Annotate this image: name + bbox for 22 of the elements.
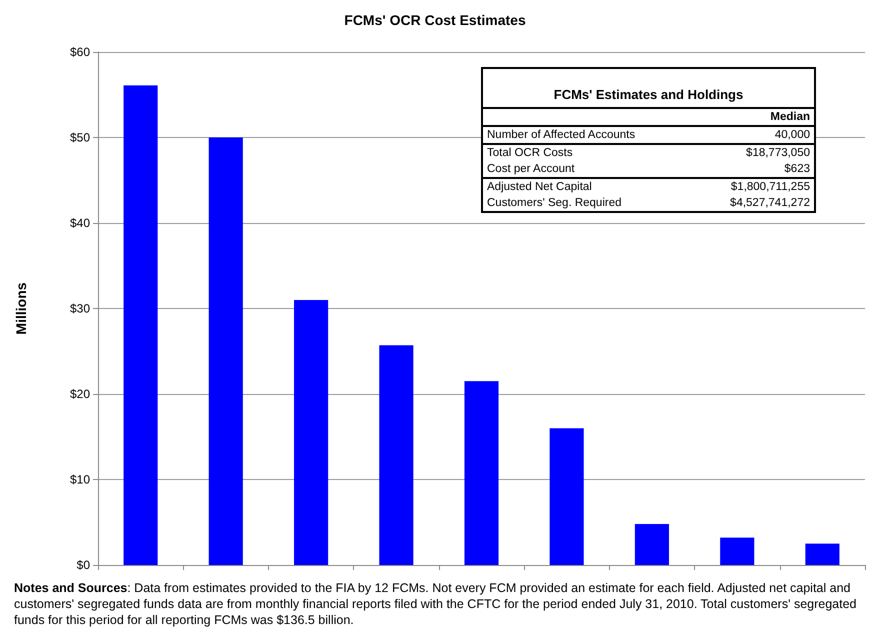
text: FCMs' Estimates and Holdings — [483, 69, 814, 108]
y-axis-title: Millions — [13, 282, 29, 335]
annotation: $4,527,741,272 — [729, 196, 811, 211]
y-tick-label: $40 — [70, 216, 90, 230]
y-tick-label: $0 — [76, 558, 90, 572]
annotation: $1,800,711,255 — [730, 180, 811, 195]
annotation: Total OCR Costs — [486, 146, 574, 161]
annotation: Median — [770, 111, 810, 123]
text: Notes and Sources: Data from estimates provided to the FIA by 12 FCMs. Not every FCM provided an estimate for each field. Adjusted net capital and customers' segregated funds data are from monthly financial reports filed with the CFTC for the period ended July 31, 2010. Total customers' segregated funds for this period for all reporting FCMs was $136.5 billion. — [14, 580, 858, 628]
y-tick-label: $10 — [70, 472, 90, 486]
chart-title: FCMs' OCR Cost Estimates — [344, 12, 526, 28]
annotation: Customers' Seg. Required — [486, 196, 623, 211]
annotation: $623 — [694, 161, 814, 178]
y-tick-label: $50 — [70, 130, 90, 144]
y-tick-label: $30 — [70, 302, 90, 316]
annotation: 40,000 — [694, 126, 814, 144]
annotation: Adjusted Net Capital — [486, 180, 593, 195]
annotation: Cost per Account — [483, 161, 695, 178]
annotation: Number of Affected Accounts — [483, 126, 695, 144]
y-tick-label: $60 — [70, 45, 90, 59]
annotation: $18,773,050 — [745, 146, 811, 161]
y-tick-label: $20 — [70, 387, 90, 401]
